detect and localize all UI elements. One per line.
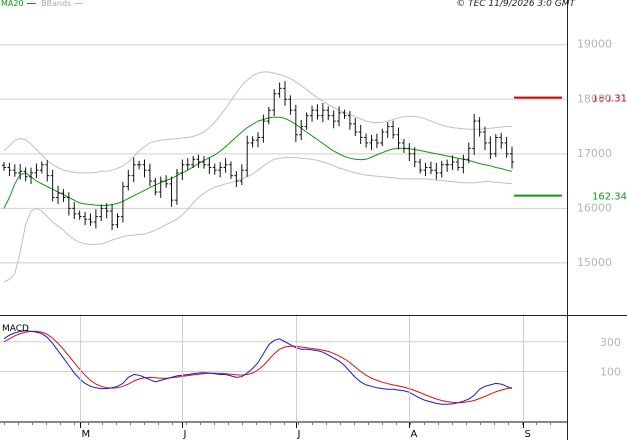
support-label-bg (566, 189, 626, 202)
bband-upper-line (3, 71, 512, 174)
macd-main-line (3, 330, 513, 405)
legend-ma20-swatch (26, 3, 36, 4)
bollinger-bands (3, 71, 513, 283)
resistance-label-bg (566, 91, 626, 104)
support-level-label: 162.34 (592, 192, 627, 203)
ma20-series-line (3, 116, 513, 209)
price-tick-label: 16000 (577, 201, 612, 214)
macd-signal-line (3, 330, 513, 404)
price-tick-label: 19000 (577, 38, 612, 51)
legend-ma20-label: MA20 (1, 0, 24, 8)
ma20-line (3, 116, 513, 209)
ohlc-bars (2, 81, 514, 230)
price-tick-label: 17000 (577, 147, 612, 160)
month-label: M (82, 429, 91, 440)
macd-tick-label: 300 (600, 336, 621, 349)
legend: MA20 BBands (1, 0, 84, 8)
price-tick-label: 18000 (577, 92, 612, 105)
legend-bbands-label: BBands (41, 0, 72, 8)
copyright-text: © TEC 11/9/2026 3:0 GMT (456, 0, 575, 9)
month-label: A (411, 429, 418, 440)
macd-title: MACD (2, 324, 29, 334)
legend-bbands-swatch (74, 3, 84, 4)
price-levels: 180.31 162.34 (514, 91, 627, 203)
bband-lower-line (3, 157, 513, 283)
month-label: J (183, 429, 187, 440)
month-label: J (297, 429, 301, 440)
month-label: S (525, 429, 531, 440)
price-tick-labels: 15000 16000 17000 18000 19000 (577, 38, 612, 269)
macd-grid (0, 341, 567, 372)
price-tick-label: 15000 (577, 256, 612, 269)
macd-tick-label: 100 (600, 365, 621, 378)
price-grid (0, 44, 567, 264)
resistance-level-label: 180.31 (592, 94, 627, 105)
macd-tick-labels: 100 300 (600, 336, 621, 379)
macd-lines (3, 330, 513, 405)
